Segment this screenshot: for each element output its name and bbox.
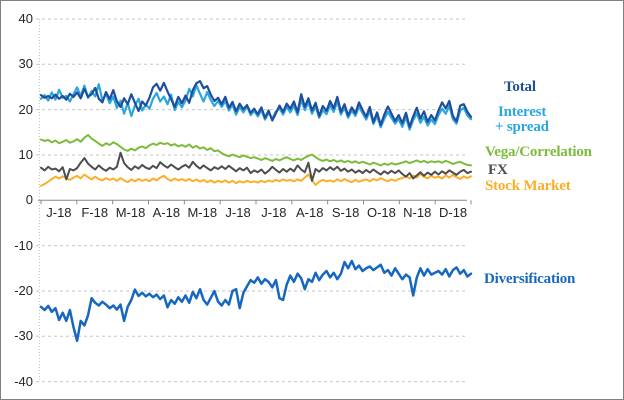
x-tick-label: J-18 xyxy=(46,205,72,220)
series-line-fx xyxy=(40,151,472,182)
series-line-interest-spread xyxy=(39,83,473,131)
series-line-stock-market xyxy=(40,173,472,187)
x-tick-label: D-18 xyxy=(438,205,468,220)
x-tick-label: S-18 xyxy=(331,205,360,220)
legend-fx-label: FX xyxy=(488,162,508,178)
series-line-vega-correlation xyxy=(40,134,472,167)
y-tick-label: 10 xyxy=(18,146,33,162)
y-tick-label: -30 xyxy=(14,328,33,344)
legend-interest-label-line1: Interest xyxy=(498,104,547,120)
legend-stock-market-label: Stock Market xyxy=(485,178,571,194)
y-tick-label: -20 xyxy=(14,282,33,298)
x-tick-label: A-18 xyxy=(152,205,181,220)
y-tick-label: 30 xyxy=(18,56,33,72)
x-tick-label: M-18 xyxy=(187,205,218,220)
series-line-total xyxy=(39,79,473,129)
y-tick-label: 0 xyxy=(25,192,33,208)
y-tick-label: 20 xyxy=(18,101,33,117)
x-tick-label: N-18 xyxy=(403,205,432,220)
legend-interest-label-line2: + spread xyxy=(495,119,549,135)
x-tick-label: J-18 xyxy=(261,205,287,220)
y-tick-label: 40 xyxy=(18,10,33,26)
x-tick-label: J-18 xyxy=(225,205,251,220)
series-line-diversification xyxy=(39,259,473,343)
x-tick-label: M-18 xyxy=(115,205,146,220)
legend-vega-correlation-label: Vega/Correlation xyxy=(485,144,592,160)
legend-diversification-label: Diversification xyxy=(484,271,576,287)
legend-total-label: Total xyxy=(504,79,536,95)
x-tick-label: O-18 xyxy=(366,205,396,220)
x-tick-label: F-18 xyxy=(81,205,109,220)
y-tick-label: -10 xyxy=(14,237,33,253)
x-tick-label: A-18 xyxy=(296,205,324,220)
y-tick-label: -40 xyxy=(14,373,33,389)
